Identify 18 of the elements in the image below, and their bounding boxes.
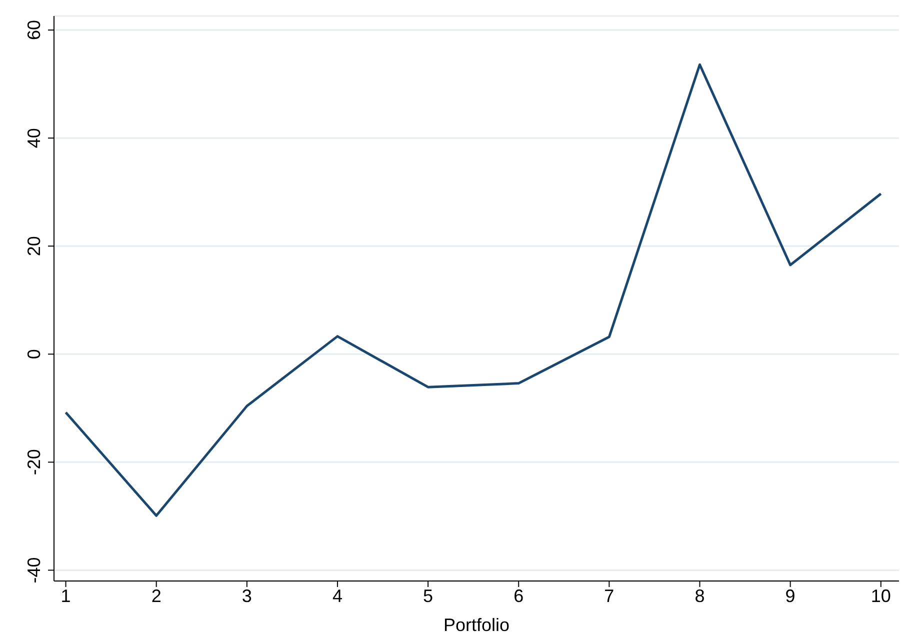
line-series: [64, 63, 882, 517]
y-tick-label: 0: [24, 349, 44, 360]
y-tick-label: -20: [24, 449, 44, 476]
x-tick-label: 5: [423, 586, 434, 606]
x-tick-label: 9: [785, 586, 796, 606]
x-tick-label: 3: [242, 586, 252, 606]
x-axis-title: Portfolio: [443, 615, 510, 635]
x-tick-label: 4: [332, 586, 342, 606]
y-tick-label: 40: [24, 128, 44, 148]
y-tick-label: -40: [24, 557, 44, 584]
y-tick-label: 60: [24, 20, 44, 40]
x-tick-label: 6: [514, 586, 524, 606]
x-tick-label: 2: [151, 586, 162, 606]
x-tick-label: 10: [870, 586, 891, 606]
y-tick-label: 20: [24, 236, 44, 256]
x-tick-label: 1: [60, 586, 71, 606]
x-tick-label: 7: [604, 586, 614, 606]
x-tick-label: 8: [694, 586, 705, 606]
